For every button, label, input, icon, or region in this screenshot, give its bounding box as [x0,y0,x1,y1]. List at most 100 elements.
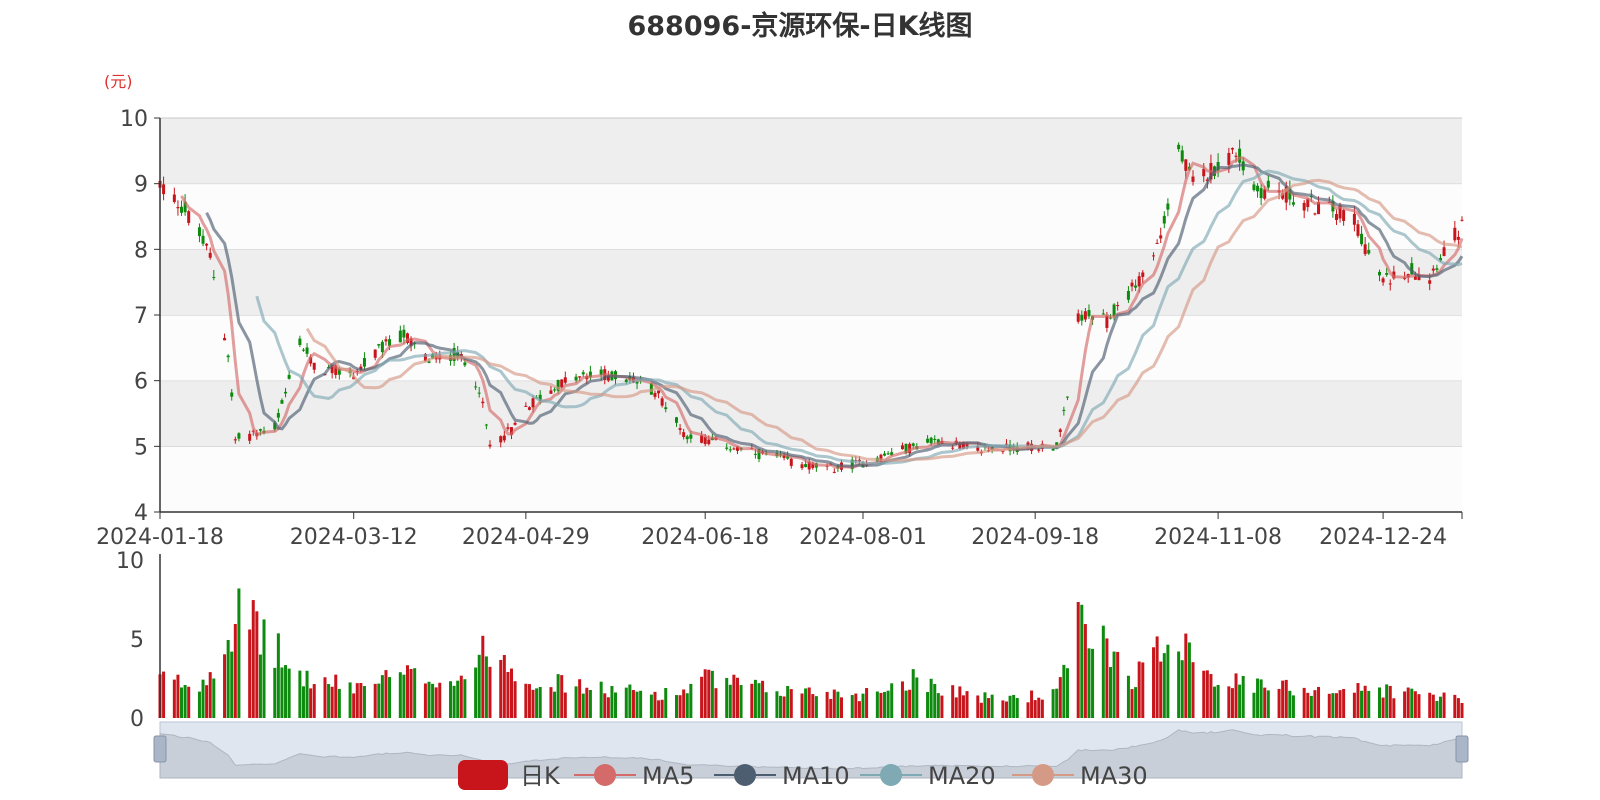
volume-bar[interactable] [388,677,392,718]
volume-bar[interactable] [538,686,542,718]
volume-bar[interactable] [334,674,338,718]
volume-bar[interactable] [682,689,686,718]
candle[interactable] [789,457,793,469]
candle[interactable] [287,370,291,380]
candle[interactable] [162,176,166,201]
candle[interactable] [330,364,334,379]
volume-bar[interactable] [900,681,904,718]
candle[interactable] [1230,147,1234,154]
volume-bar[interactable] [879,692,883,718]
volume-bar[interactable] [961,695,965,718]
candle[interactable] [237,432,241,442]
candle[interactable] [1184,159,1188,179]
volume-bar[interactable] [1108,667,1112,718]
volume-bar[interactable] [1162,653,1166,718]
volume-bar[interactable] [1033,700,1037,718]
volume-bar[interactable] [1058,677,1062,718]
volume-bar[interactable] [926,692,930,718]
volume-bar[interactable] [1331,693,1335,718]
volume-bar[interactable] [1040,699,1044,718]
volume-bar[interactable] [983,692,987,718]
volume-bar[interactable] [309,688,313,718]
volume-bar[interactable] [1080,604,1084,718]
candle[interactable] [373,349,377,361]
volume-bar[interactable] [707,669,711,718]
volume-bar[interactable] [276,633,280,718]
volume-bar[interactable] [262,619,266,718]
volume-bar[interactable] [610,686,614,718]
candle[interactable] [549,385,553,394]
candle[interactable] [832,468,836,474]
candle[interactable] [1087,304,1091,320]
volume-bar[interactable] [312,684,316,718]
candle[interactable] [305,343,309,358]
volume-bar[interactable] [563,692,567,718]
candle[interactable] [1453,220,1457,243]
candle[interactable] [280,398,284,404]
volume-bar[interactable] [635,691,639,718]
candle[interactable] [1334,209,1338,225]
candle[interactable] [1256,183,1260,198]
volume-bar[interactable] [908,689,912,718]
volume-bar[interactable] [162,671,166,718]
volume-bar[interactable] [1116,651,1120,718]
volume-bar[interactable] [599,681,603,718]
volume-bar[interactable] [1406,687,1410,718]
volume-bar[interactable] [951,685,955,718]
candle[interactable] [1342,208,1346,226]
volume-bar[interactable] [1205,670,1209,718]
volume-bar[interactable] [172,679,176,718]
volume-bar[interactable] [180,687,184,718]
volume-bar[interactable] [280,667,284,718]
volume-bar[interactable] [456,680,460,718]
volume-bar[interactable] [255,611,259,718]
volume-bar[interactable] [1392,698,1396,718]
volume-bar[interactable] [1413,691,1417,718]
volume-bar[interactable] [1309,695,1313,718]
volume-bar[interactable] [1388,685,1392,718]
candle[interactable] [1083,308,1087,323]
volume-bar[interactable] [965,691,969,718]
volume-bar[interactable] [549,687,553,718]
candle[interactable] [301,348,305,352]
candle[interactable] [502,430,506,443]
volume-bar[interactable] [1087,648,1091,718]
volume-bar[interactable] [653,691,657,718]
volume-bar[interactable] [890,683,894,718]
volume-bar[interactable] [431,683,435,718]
volume-bar[interactable] [298,670,302,718]
candle[interactable] [527,406,531,411]
volume-bar[interactable] [915,677,919,718]
candle[interactable] [728,446,732,453]
volume-bar[interactable] [664,687,668,718]
volume-bar[interactable] [1435,700,1439,718]
volume-bar[interactable] [1306,692,1310,718]
volume-bar[interactable] [1134,687,1138,718]
volume-bar[interactable] [1130,689,1134,718]
volume-bar[interactable] [1202,670,1206,718]
volume-bar[interactable] [1091,648,1095,718]
candle[interactable] [674,416,678,427]
volume-bar[interactable] [735,677,739,718]
candle[interactable] [1177,142,1181,152]
volume-bar[interactable] [187,686,191,718]
volume-bar[interactable] [506,671,510,718]
volume-bar[interactable] [1141,662,1145,718]
candle[interactable] [402,324,406,344]
volume-bar[interactable] [1313,690,1317,718]
volume-bar[interactable] [1241,675,1245,718]
candle[interactable] [230,388,234,401]
volume-bar[interactable] [1367,690,1371,718]
volume-bar[interactable] [355,683,359,718]
volume-bar[interactable] [807,687,811,718]
volume-bar[interactable] [628,684,632,718]
candle[interactable] [506,423,510,431]
volume-bar[interactable] [739,685,743,718]
volume-bar[interactable] [574,686,578,718]
volume-bar[interactable] [377,683,381,718]
volume-bar[interactable] [954,697,958,718]
volume-bar[interactable] [1288,690,1292,718]
candle[interactable] [212,269,216,281]
volume-bar[interactable] [728,684,732,718]
volume-bar[interactable] [685,693,689,718]
